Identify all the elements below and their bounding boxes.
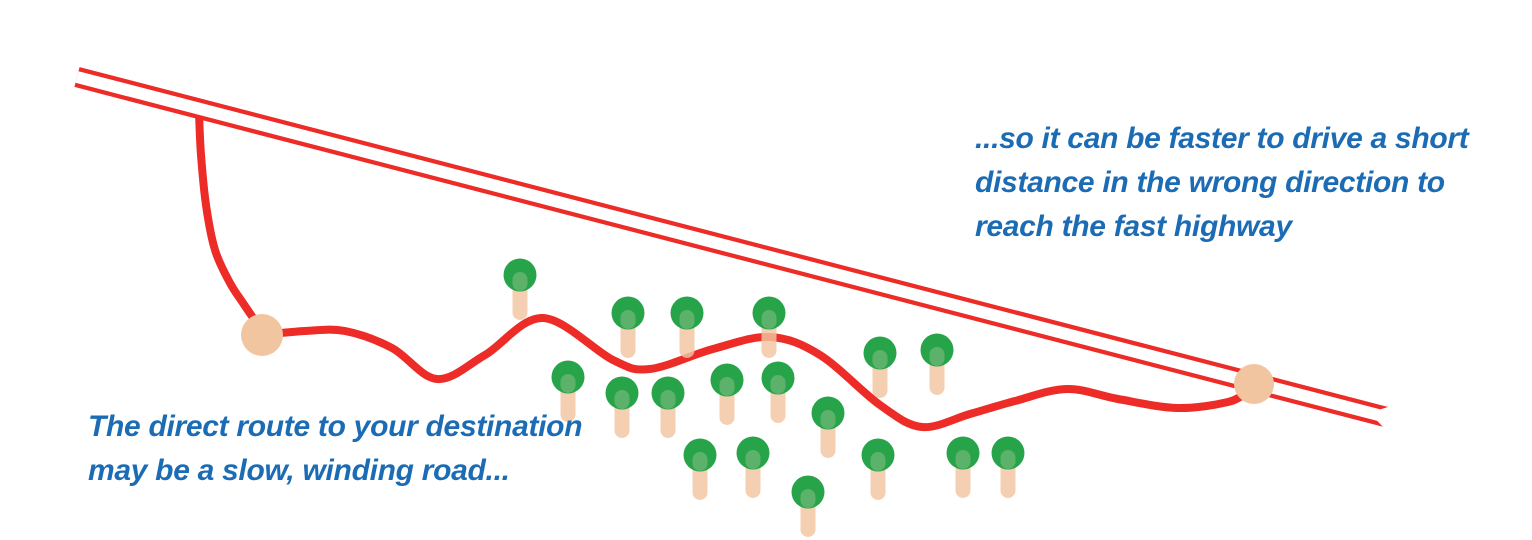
tree-crown-highlight [719, 377, 735, 396]
tree [761, 361, 795, 423]
start-node [241, 314, 283, 356]
tree [710, 363, 744, 425]
tree [863, 336, 897, 398]
right-caption-line-2: distance in the wrong direction to [975, 166, 1445, 199]
tree [670, 296, 704, 358]
tree-crown-highlight [745, 450, 761, 469]
left-caption-line-1: The direct route to your destination [88, 410, 583, 443]
tree-crown-highlight [1000, 450, 1016, 469]
left-caption: The direct route to your destination may… [88, 405, 583, 493]
tree [791, 475, 825, 537]
right-caption-line-1: ...so it can be faster to drive a short [975, 122, 1469, 155]
tree [991, 436, 1025, 498]
tree [752, 296, 786, 358]
highway-end-notch [1369, 405, 1392, 430]
left-caption-line-2: may be a slow, winding road... [88, 454, 510, 487]
tree-crown-highlight [820, 410, 836, 429]
tree-crown-highlight [512, 272, 528, 291]
tree [683, 438, 717, 500]
tree-crown-highlight [660, 390, 676, 409]
tree [920, 333, 954, 395]
tree-crown-highlight [872, 350, 888, 369]
tree [503, 258, 537, 320]
tree-crown-highlight [761, 310, 777, 329]
tree-crown-highlight [870, 452, 886, 471]
tree [736, 436, 770, 498]
tree-crown-highlight [800, 489, 816, 508]
tree-crown-highlight [955, 450, 971, 469]
tree-crown-highlight [620, 310, 636, 329]
tree [551, 360, 585, 422]
tree [605, 376, 639, 438]
tree-crown-highlight [770, 375, 786, 394]
right-caption-line-3: reach the fast highway [975, 210, 1292, 243]
tree [861, 438, 895, 500]
tree-crown-highlight [560, 374, 576, 393]
tree [946, 436, 980, 498]
end-node [1234, 364, 1274, 404]
fast-highway-stripe [75, 71, 1388, 423]
tree-crown-highlight [679, 310, 695, 329]
tree-crown-highlight [929, 347, 945, 366]
right-caption: ...so it can be faster to drive a short … [975, 117, 1469, 249]
tree-crown-highlight [614, 390, 630, 409]
tree [651, 376, 685, 438]
tree-crown-highlight [692, 452, 708, 471]
tree [811, 396, 845, 458]
branch-road [195, 108, 260, 326]
tree [611, 296, 645, 358]
